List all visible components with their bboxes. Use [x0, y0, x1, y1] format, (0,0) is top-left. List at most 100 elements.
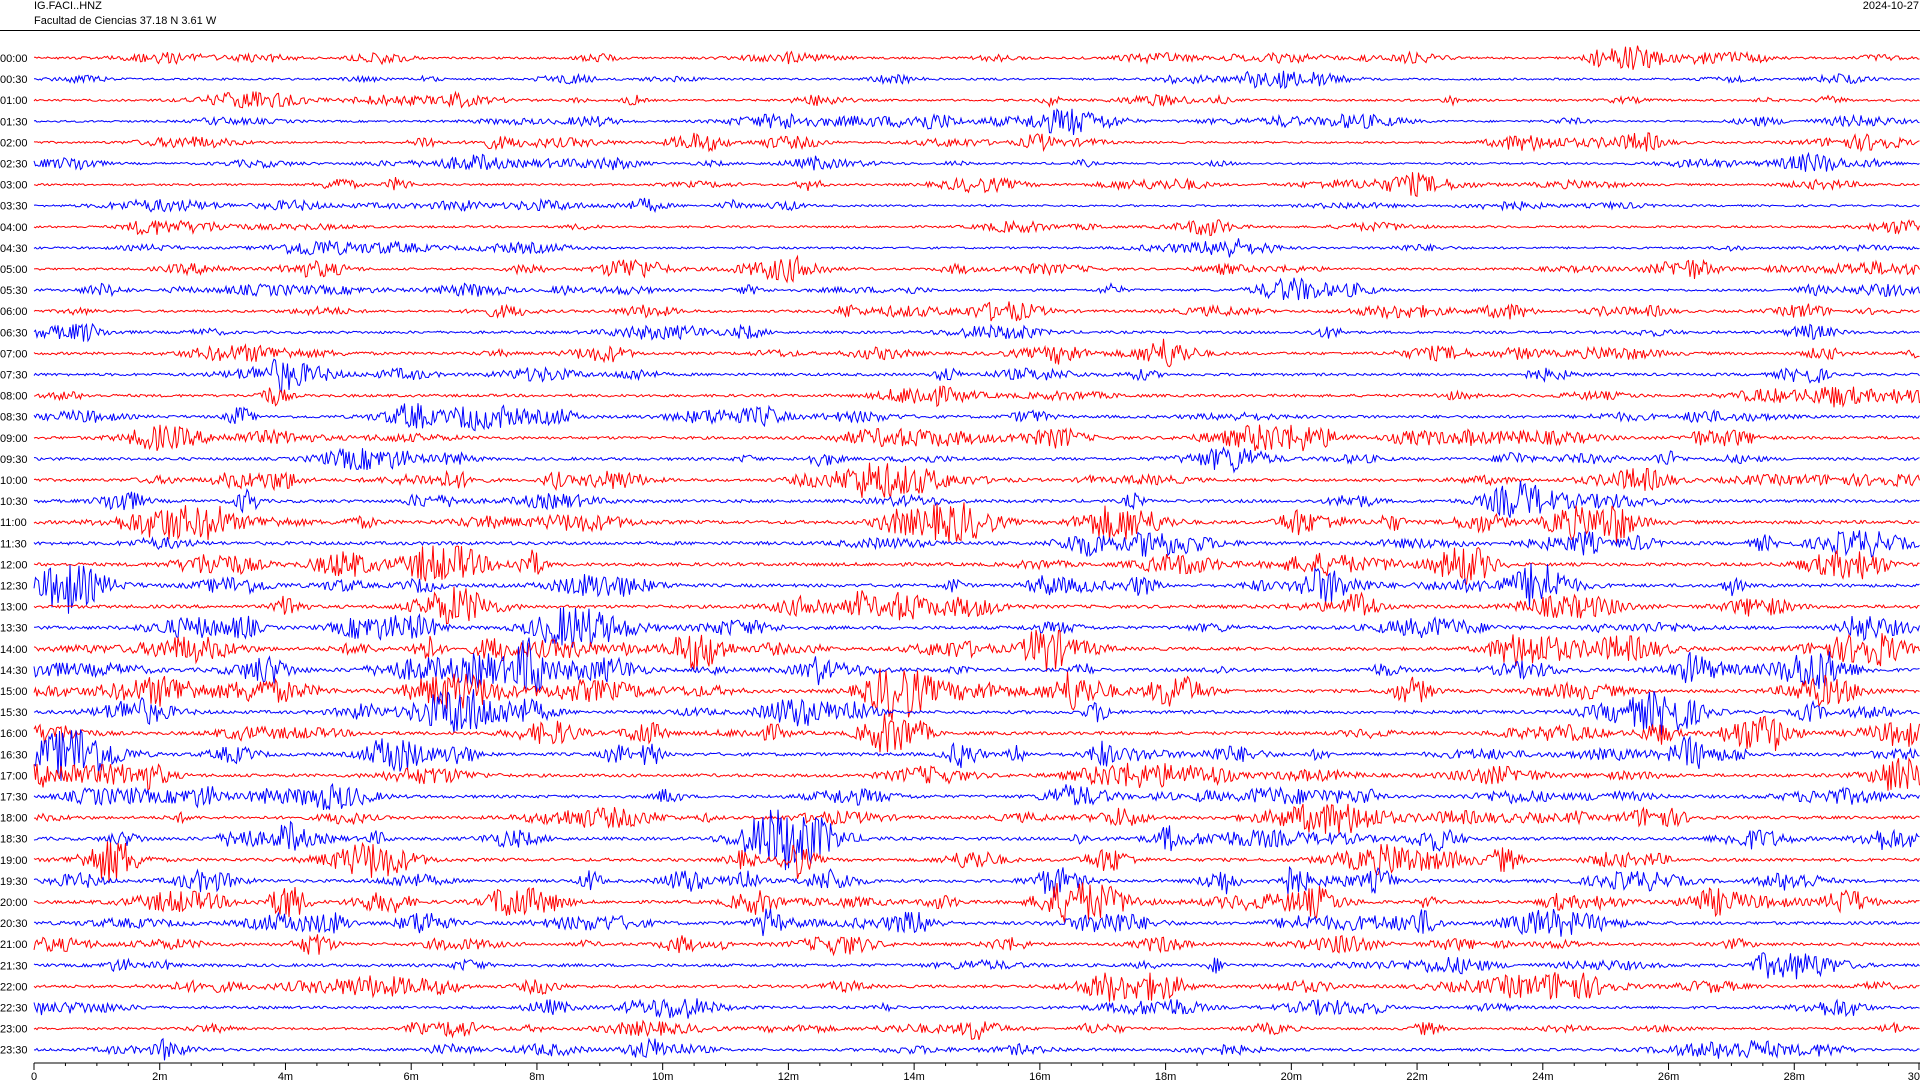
row-label: 17:00 [0, 770, 28, 782]
trace-line-1630 [33, 728, 1920, 781]
station-info: Facultad de Ciencias 37.18 N 3.61 W [34, 15, 217, 27]
trace-line-1400 [33, 629, 1920, 672]
row-label: 16:00 [0, 728, 28, 740]
trace-line-1300 [33, 586, 1920, 625]
trace-line-1000 [33, 462, 1920, 498]
x-tick-label: 8m [529, 1071, 544, 1080]
row-label: 00:00 [0, 53, 28, 65]
x-tick-label: 26m [1658, 1071, 1679, 1080]
date-label: 2024-10-27 [1863, 0, 1919, 12]
row-label: 08:30 [0, 412, 28, 424]
trace-line-1030 [33, 480, 1920, 518]
trace-line-0600 [33, 301, 1920, 322]
row-label: 21:00 [0, 939, 28, 951]
trace-line-0500 [33, 254, 1920, 284]
x-tick-label: 4m [278, 1071, 293, 1080]
trace-line-1930 [33, 865, 1920, 898]
trace-line-1500 [33, 668, 1920, 721]
x-tick-label: 10m [652, 1071, 673, 1080]
trace-line-2300 [33, 1019, 1920, 1041]
trace-line-0630 [33, 322, 1920, 343]
row-label: 16:30 [0, 749, 28, 761]
row-label-group: 00:00 00:30 01:00 01:30 02:00 02:30 03:00 03:30… [0, 53, 28, 1057]
row-label: 04:30 [0, 243, 28, 255]
row-label: 07:00 [0, 348, 28, 360]
row-label: 00:30 [0, 74, 28, 86]
trace-line-0300 [33, 172, 1920, 198]
row-label: 11:00 [0, 517, 27, 529]
row-label: 21:30 [0, 960, 28, 972]
trace-line-0800 [33, 385, 1920, 408]
trace-line-0530 [33, 277, 1920, 301]
x-tick-label: 18m [1155, 1071, 1176, 1080]
x-tick-label: 0 [31, 1071, 37, 1080]
trace-line-0900 [33, 424, 1920, 452]
row-label: 01:00 [0, 95, 28, 107]
row-label: 05:30 [0, 285, 28, 297]
trace-line-0030 [34, 70, 1920, 90]
trace-line-0430 [33, 238, 1920, 258]
row-label: 02:00 [0, 137, 28, 149]
row-label: 19:30 [0, 876, 28, 888]
row-label: 11:30 [0, 538, 27, 550]
trace-line-1700 [33, 757, 1920, 791]
x-tick-label: 6m [404, 1071, 419, 1080]
x-tick-label: 30 [1908, 1071, 1920, 1080]
trace-group [33, 45, 1920, 1061]
row-label: 20:30 [0, 918, 28, 930]
row-label: 18:00 [0, 813, 28, 825]
trace-line-0130 [33, 108, 1920, 136]
time-axis: 0 2m 4m 6m 8m 10m 12m 14m 16m 18m 20m 22m 24m 26m 28m 3… [31, 1062, 1920, 1080]
row-label: 23:30 [0, 1045, 28, 1057]
row-label: 05:00 [0, 264, 28, 276]
trace-line-1330 [33, 607, 1920, 648]
trace-line-0330 [33, 197, 1920, 214]
x-tick-label: 12m [778, 1071, 799, 1080]
row-label: 09:30 [0, 454, 28, 466]
trace-line-0200 [33, 132, 1920, 153]
row-label: 13:30 [0, 623, 28, 635]
trace-line-2200 [33, 972, 1920, 1002]
row-label: 10:00 [0, 475, 28, 487]
x-tick-label: 16m [1029, 1071, 1050, 1080]
trace-line-1130 [33, 530, 1920, 558]
x-tick-label: 22m [1406, 1071, 1427, 1080]
trace-line-1600 [33, 713, 1920, 753]
trace-line-1800 [33, 803, 1920, 835]
trace-line-0000 [34, 45, 1920, 70]
trace-line-2330 [33, 1037, 1920, 1061]
row-label: 19:00 [0, 855, 28, 867]
trace-line-2230 [33, 998, 1920, 1019]
x-tick-label: 28m [1784, 1071, 1805, 1080]
x-tick-label: 2m [152, 1071, 167, 1080]
trace-line-1830 [33, 809, 1920, 871]
trace-line-0730 [33, 358, 1920, 395]
row-label: 03:30 [0, 201, 28, 213]
trace-line-1900 [33, 841, 1920, 883]
row-label: 09:00 [0, 433, 28, 445]
row-label: 06:00 [0, 306, 28, 318]
trace-line-0400 [33, 219, 1920, 237]
trace-line-0100 [33, 90, 1920, 109]
row-label: 20:00 [0, 897, 28, 909]
row-label: 13:00 [0, 602, 28, 614]
row-label: 15:00 [0, 686, 28, 698]
station-code: IG.FACI..HNZ [34, 0, 102, 12]
row-label: 06:30 [0, 327, 28, 339]
trace-line-2000 [33, 882, 1920, 923]
row-label: 04:00 [0, 222, 28, 234]
x-tick-label: 20m [1281, 1071, 1302, 1080]
trace-line-0830 [33, 403, 1920, 432]
row-label: 10:30 [0, 496, 28, 508]
row-label: 07:30 [0, 370, 28, 382]
trace-line-1200 [33, 545, 1920, 586]
x-tick-label: 24m [1532, 1071, 1553, 1080]
x-tick-label: 14m [903, 1071, 924, 1080]
trace-line-0930 [34, 446, 1920, 474]
row-label: 15:30 [0, 707, 28, 719]
row-label: 08:00 [0, 391, 28, 403]
trace-line-2130 [33, 952, 1920, 980]
row-label: 12:00 [0, 559, 28, 571]
row-label: 01:30 [0, 116, 28, 128]
